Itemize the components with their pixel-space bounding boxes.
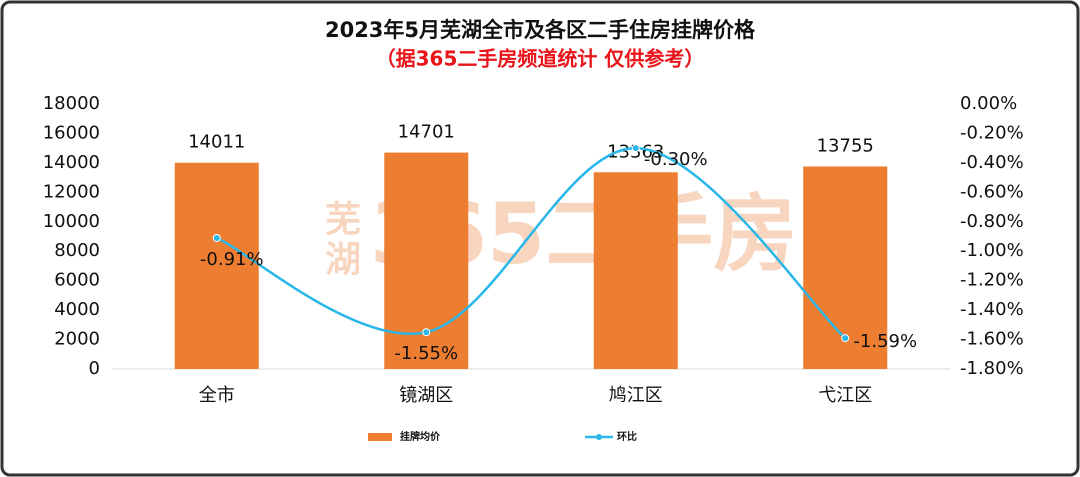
data-label: -0.91% [200,249,264,270]
y2-tick-label: -0.20% [960,122,1024,143]
y2-tick-label: -1.40% [960,299,1024,320]
x-tick-label: 弋江区 [818,385,872,406]
y-tick-label: 12000 [43,181,100,202]
y-tick-label: 18000 [43,93,100,114]
y2-tick-label: -1.80% [960,358,1024,379]
data-label: 14701 [398,122,455,143]
y-tick-label: 14000 [43,152,100,173]
x-tick-label: 全市 [199,385,235,406]
legend-swatch [596,434,602,440]
x-tick-label: 鸠江区 [609,385,663,406]
y2-tick-label: -1.00% [960,240,1024,261]
line [216,146,847,340]
legend-label: 环比 [617,430,637,443]
bar [384,152,469,369]
y-tick-label: 4000 [54,299,100,320]
bar [174,162,259,369]
line-point [422,328,431,337]
line-point [212,233,221,242]
data-label: 14011 [188,132,245,153]
y-tick-label: 10000 [43,211,100,232]
chart-title: 2023年5月芜湖全市及各区二手住房挂牌价格 [325,18,756,42]
data-label: -0.30% [644,149,708,170]
y-tick-label: 0 [89,358,100,379]
chart-subtitle: （据365二手房频道统计 仅供参考） [376,47,705,71]
legend-label: 挂牌均价 [400,430,441,443]
y-tick-label: 8000 [54,240,100,261]
y-tick-label: 2000 [54,329,100,350]
y2-tick-label: -0.80% [960,211,1024,232]
line-point [631,144,640,153]
y2-tick-label: -0.40% [960,152,1024,173]
legend-swatch [368,433,392,441]
x-tick-label: 镜湖区 [399,385,453,406]
y2-tick-label: -1.60% [960,329,1024,350]
line-point [841,334,850,343]
bar [593,172,678,369]
y2-tick-label: -1.20% [960,270,1024,291]
y-tick-label: 6000 [54,270,100,291]
data-label: 13755 [817,135,874,156]
data-label: -1.59% [853,331,917,352]
y2-tick-label: 0.00% [960,93,1017,114]
data-label: -1.55% [394,343,458,364]
y-tick-label: 16000 [43,122,100,143]
y2-tick-label: -0.60% [960,181,1024,202]
watermark: 芜湖 [319,200,361,280]
